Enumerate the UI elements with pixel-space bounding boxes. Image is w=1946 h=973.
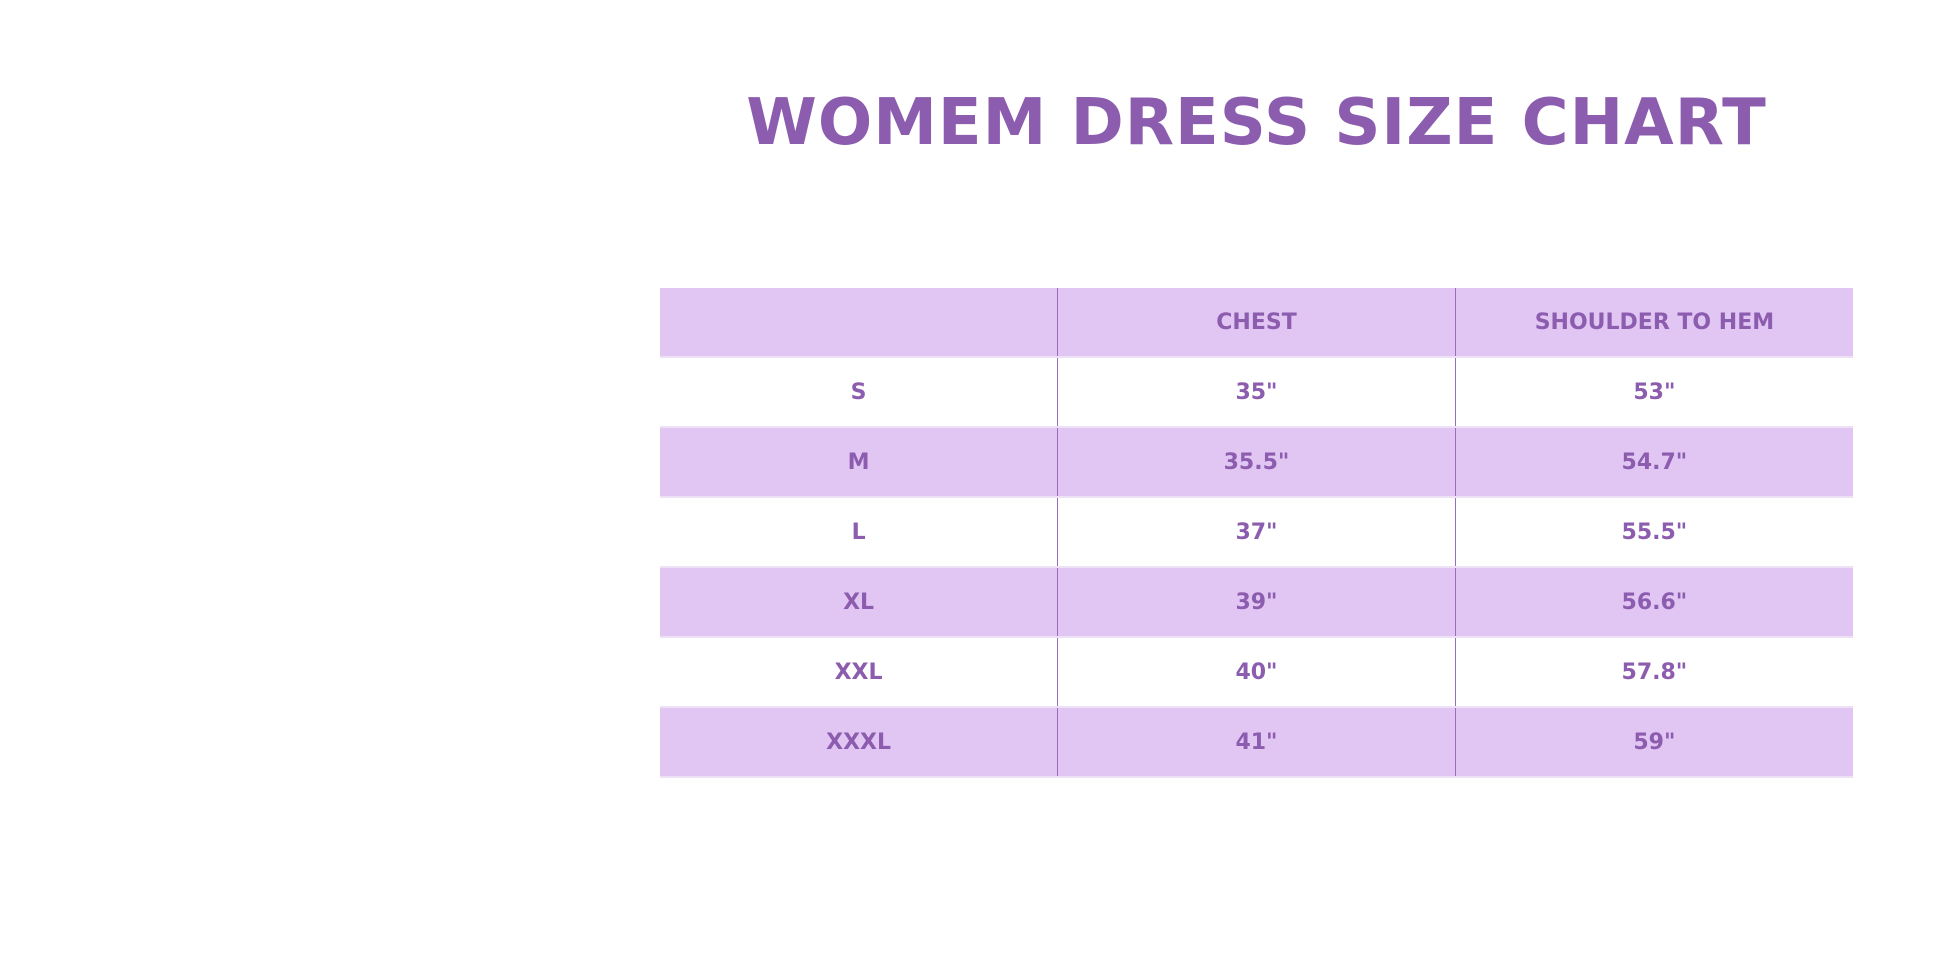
table-row: M 35.5" 54.7" [660, 427, 1853, 497]
chest-cell: 37" [1057, 497, 1456, 567]
shoulder-to-hem-cell: 56.6" [1454, 567, 1853, 637]
shoulder-to-hem-cell: 53" [1454, 357, 1853, 427]
header-chest: CHEST [1057, 288, 1456, 357]
chest-cell: 35.5" [1057, 427, 1456, 497]
chest-cell: 39" [1057, 567, 1456, 637]
size-cell: L [851, 519, 866, 545]
size-cell: XL [660, 567, 1058, 637]
chest-cell: 41" [1057, 707, 1456, 777]
table-row: XL 39" 56.6" [660, 567, 1853, 637]
size-cell: M [660, 427, 1058, 497]
table-row: S 35" 53" [660, 357, 1853, 427]
shoulder-to-hem-cell: 59" [1454, 707, 1853, 777]
table-row: XXXL 41" 59" [660, 707, 1853, 777]
size-cell: XXXL [660, 707, 1058, 777]
shoulder-to-hem-cell: 54.7" [1454, 427, 1853, 497]
header-shoulder-to-hem: SHOULDER TO HEM [1454, 288, 1853, 357]
size-chart-table: CHEST SHOULDER TO HEM S 35" 53" M 35.5" 54.7"… [660, 288, 1853, 778]
shoulder-to-hem-cell: 55.5" [1454, 497, 1853, 567]
chest-cell: 40" [1057, 637, 1456, 707]
table-header-row: CHEST SHOULDER TO HEM [660, 288, 1853, 357]
table-row: L 37" 55.5" [660, 497, 1853, 567]
header-size [660, 288, 1058, 357]
shoulder-to-hem-cell: 57.8" [1454, 637, 1853, 707]
page-title: WOMEM DRESS SIZE CHART [746, 86, 1767, 160]
table-row: XXL 40" 57.8" [660, 637, 1853, 707]
chest-cell: 35" [1057, 357, 1456, 427]
size-cell: S [850, 379, 867, 405]
size-cell: XXL [834, 659, 883, 685]
